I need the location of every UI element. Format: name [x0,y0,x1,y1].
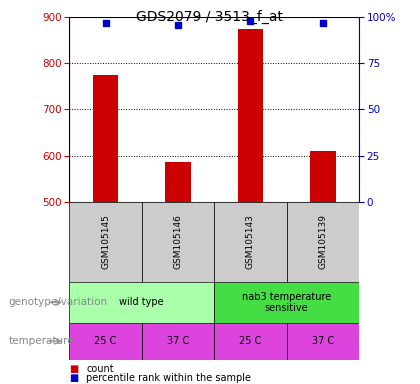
Bar [69,323,142,360]
Text: GSM105145: GSM105145 [101,215,110,269]
Bar [214,323,286,360]
Text: GSM105146: GSM105146 [173,215,182,269]
Text: temperature: temperature [8,336,74,346]
Bar [69,282,214,323]
Text: GSM105139: GSM105139 [318,214,327,270]
Bar [93,75,118,202]
Bar [214,282,359,323]
Bar [286,323,359,360]
Text: 25 C: 25 C [239,336,262,346]
Text: count: count [86,364,114,374]
Text: ■: ■ [69,364,79,374]
Text: 37 C: 37 C [312,336,334,346]
Bar [310,151,336,202]
Text: nab3 temperature
sensitive: nab3 temperature sensitive [242,291,331,313]
Bar [286,202,359,282]
Text: percentile rank within the sample: percentile rank within the sample [86,373,251,383]
Bar [69,202,142,282]
Text: GDS2079 / 3513_f_at: GDS2079 / 3513_f_at [136,10,284,24]
Bar [142,323,214,360]
Bar [238,29,263,202]
Bar [142,202,214,282]
Text: genotype/variation: genotype/variation [8,297,108,308]
Bar [165,162,191,202]
Text: 25 C: 25 C [94,336,117,346]
Bar [214,202,286,282]
Text: GSM105143: GSM105143 [246,215,255,269]
Text: wild type: wild type [119,297,164,308]
Text: ■: ■ [69,373,79,383]
Text: 37 C: 37 C [167,336,189,346]
